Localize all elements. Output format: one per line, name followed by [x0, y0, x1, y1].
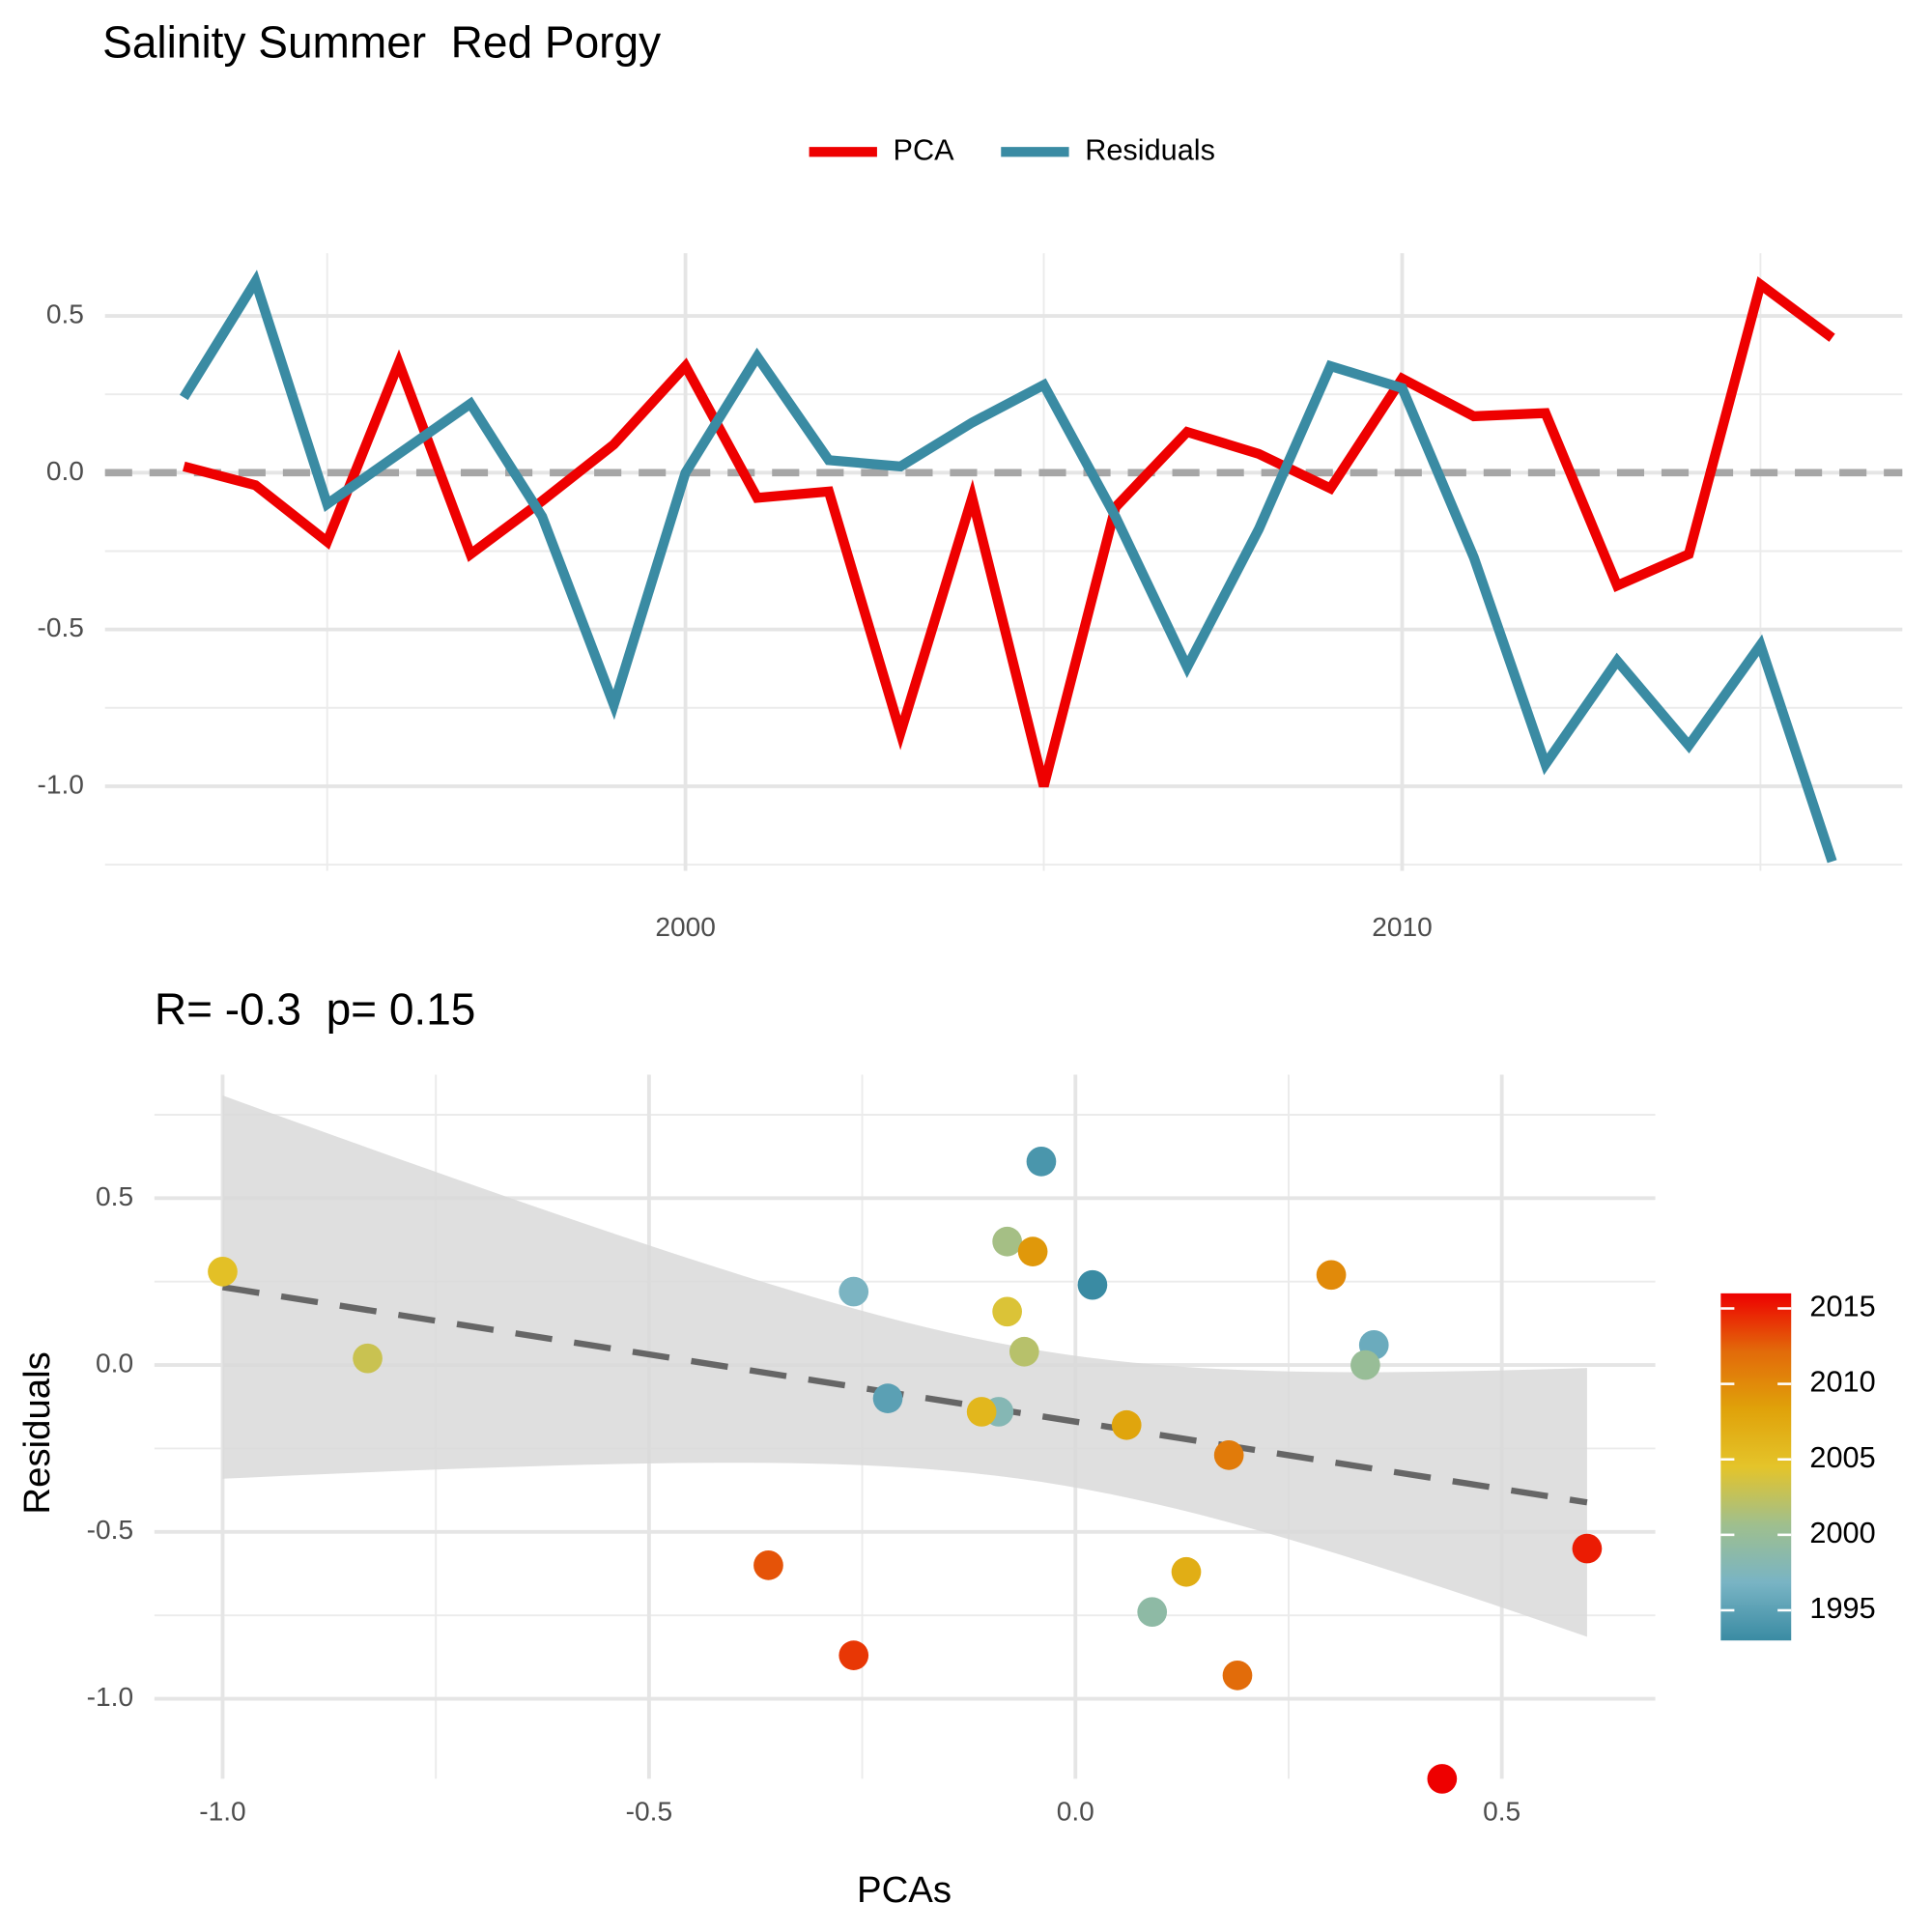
color-tick-label: 1995	[1809, 1591, 1875, 1625]
scatter-point	[1017, 1236, 1048, 1266]
y-tick-label: 0.0	[96, 1349, 133, 1378]
scatter-point	[1427, 1764, 1458, 1794]
scatter-point	[1077, 1269, 1108, 1300]
scatter-point	[753, 1549, 783, 1580]
color-tick-label: 2005	[1809, 1440, 1875, 1474]
scatter-point	[1350, 1350, 1380, 1380]
data-line	[179, 270, 1837, 864]
scatter-point	[1111, 1409, 1142, 1440]
scatter-point	[992, 1226, 1022, 1257]
legend-label: PCA	[894, 132, 955, 166]
color-tick-label: 2010	[1809, 1365, 1875, 1399]
scatter-panel: -1.0 -0.5 0.0 0.5 -1.0 -0.5 0.0 0.5 1995 2000 2005…	[87, 1074, 1876, 1827]
y-tick-label: -1.0	[87, 1682, 133, 1712]
trend-line	[221, 1284, 1588, 1506]
scatter-point	[1171, 1556, 1202, 1587]
x-axis-title: PCAs	[857, 1869, 952, 1911]
scatter-point	[838, 1640, 869, 1670]
x-tick-label: 0.5	[1483, 1797, 1520, 1827]
chart-title: Salinity Summer Red Porgy	[102, 16, 661, 67]
line-panel: 2000 2010 -1.0 -0.5 0.0 0.5 PCA Residuals	[37, 132, 1903, 942]
x-tick-label: 0.0	[1057, 1797, 1094, 1827]
y-axis-title: Residuals	[16, 1351, 58, 1514]
data-line	[183, 275, 1835, 788]
scatter-point	[838, 1276, 869, 1307]
x-tick-label: -0.5	[626, 1797, 672, 1827]
y-tick-label: 0.5	[46, 298, 84, 328]
color-tick-label: 2015	[1809, 1290, 1875, 1323]
x-tick-label: 2010	[1372, 912, 1433, 942]
scatter-point	[1213, 1440, 1244, 1470]
scatter-point	[353, 1343, 383, 1374]
y-tick-label: -0.5	[87, 1515, 133, 1545]
scatter-point	[992, 1296, 1022, 1327]
scatter-point	[1009, 1336, 1039, 1367]
scatter-point	[208, 1257, 238, 1287]
x-tick-label: 2000	[655, 912, 716, 942]
color-tick-label: 2000	[1809, 1516, 1875, 1549]
scatter-point	[1572, 1533, 1603, 1564]
scatter-title: R= -0.3 p= 0.15	[155, 984, 476, 1035]
scatter-point	[1026, 1147, 1057, 1177]
scatter-point	[1222, 1660, 1253, 1690]
scatter-point	[966, 1397, 997, 1427]
confidence-band	[222, 1095, 1587, 1637]
y-tick-label: 0.5	[96, 1181, 133, 1211]
y-tick-label: -0.5	[37, 612, 83, 642]
scatter-point	[1137, 1597, 1168, 1628]
y-tick-label: 0.0	[46, 456, 84, 486]
legend-label: Residuals	[1085, 132, 1215, 166]
color-bar	[1720, 1293, 1792, 1641]
scatter-point	[1316, 1260, 1347, 1291]
y-tick-label: -1.0	[37, 769, 83, 799]
scatter-point	[872, 1383, 903, 1413]
x-tick-label: -1.0	[199, 1797, 245, 1827]
